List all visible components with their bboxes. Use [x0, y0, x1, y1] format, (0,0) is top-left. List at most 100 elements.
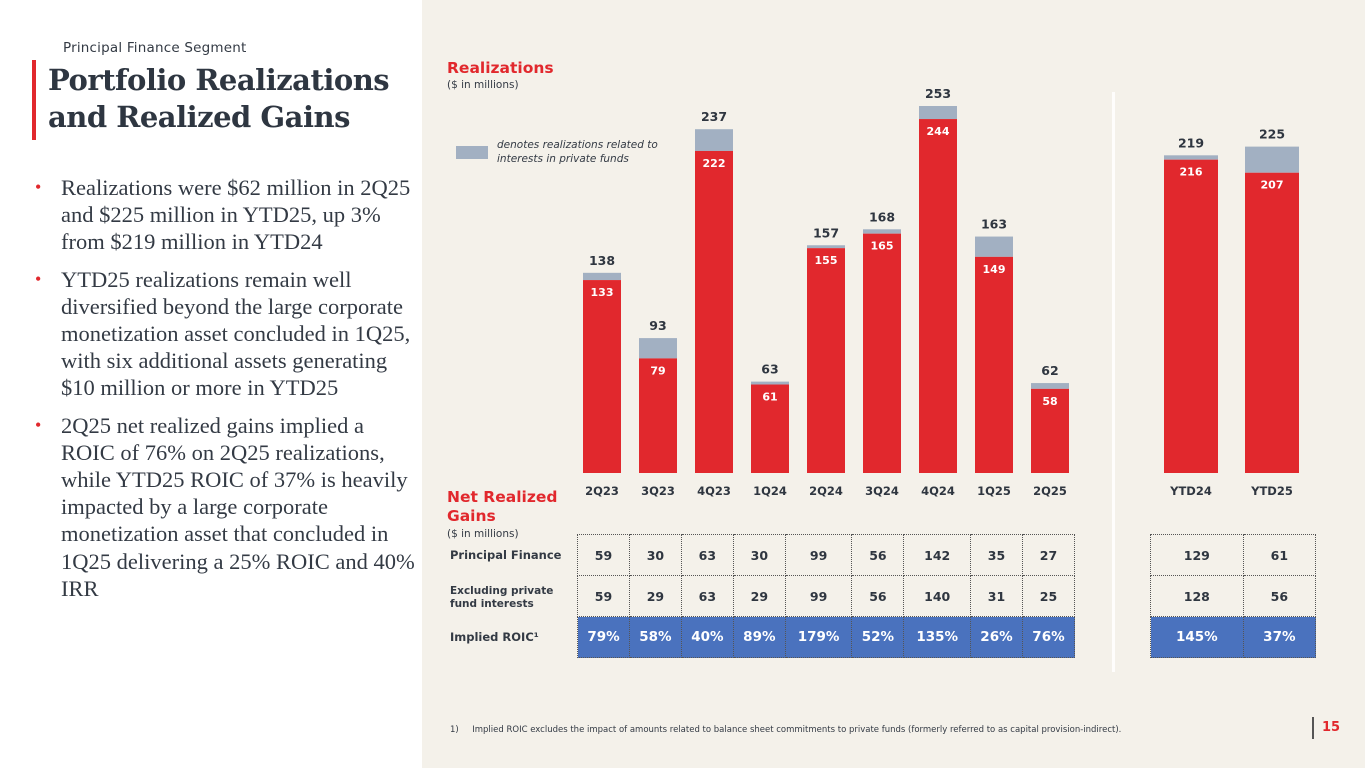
table-cell: 56	[1242, 575, 1317, 617]
core-value-label: 165	[871, 240, 894, 253]
table-row-implied-roic: 145% 37%	[1150, 616, 1317, 658]
table-cell: 59	[577, 575, 630, 617]
x-tick-label: 1Q24	[753, 484, 787, 498]
x-tick-label: 4Q24	[921, 484, 955, 498]
core-value-label: 58	[1042, 395, 1057, 408]
x-tick-label: 1Q25	[977, 484, 1011, 498]
core-value-label: 216	[1180, 166, 1203, 179]
table-cell: 128	[1150, 575, 1244, 617]
bar-core	[751, 384, 789, 473]
table-row-principal-finance: 129 61	[1150, 534, 1317, 576]
realizations-chart: 138 133 2Q23 93 79 3Q23 237 222 4Q23 63 61 1Q24 157 1…	[583, 86, 1299, 498]
core-value-label: 79	[650, 364, 665, 377]
total-label: 225	[1259, 127, 1285, 142]
total-label: 163	[981, 217, 1007, 232]
total-label: 93	[649, 318, 666, 333]
bullet-item: • YTD25 realizations remain well diversif…	[35, 266, 415, 402]
legend-swatch-private-funds	[456, 146, 488, 159]
bar-private-funds	[583, 272, 621, 281]
x-tick-label: 4Q23	[697, 484, 731, 498]
table-cell: 29	[732, 575, 786, 617]
table-row-implied-roic: 79% 58% 40% 89% 179% 52% 135% 26% 76%	[577, 616, 1076, 658]
core-value-label: 207	[1261, 179, 1284, 192]
left-panel	[0, 0, 422, 768]
legend-text: denotes realizations related to interest…	[497, 139, 658, 165]
core-value-label: 155	[815, 254, 838, 267]
title-line-2: and Realized Gains	[48, 100, 350, 134]
core-value-label: 244	[927, 125, 950, 138]
total-label: 63	[761, 362, 778, 377]
bar-core	[583, 280, 621, 473]
bar-private-funds	[1164, 155, 1218, 160]
total-label: 237	[701, 109, 727, 124]
table-cell: 52%	[851, 616, 905, 658]
segment-label: Principal Finance Segment	[63, 40, 247, 56]
bullet-item: • Realizations were $62 million in 2Q25 a…	[35, 174, 415, 256]
table-cell: 30	[628, 534, 682, 576]
core-value-label: 61	[762, 391, 777, 404]
bullet-text: Realizations were $62 million in 2Q25 an…	[61, 175, 411, 255]
table-row-principal-finance: 59 30 63 30 99 56 142 35 27	[577, 534, 1076, 576]
gains-subtitle: ($ in millions)	[447, 528, 519, 540]
table-cell: 99	[784, 575, 853, 617]
gains-table-ytd: 129 61 128 56 145% 37%	[1150, 534, 1317, 658]
table-cell: 145%	[1150, 616, 1244, 658]
bar-private-funds	[751, 381, 789, 385]
table-cell: 140	[903, 575, 971, 617]
x-tick-label: YTD24	[1169, 484, 1212, 498]
table-cell: 135%	[903, 616, 971, 658]
table-cell: 61	[1242, 534, 1317, 576]
gains-title-line-2: Gains	[447, 507, 496, 525]
table-cell: 63	[680, 575, 734, 617]
table-cell: 56	[851, 534, 905, 576]
bar-core	[1164, 159, 1218, 473]
gains-table-quarterly: 59 30 63 30 99 56 142 35 27 59 29 63 29 99 56 140 31 25 79…	[577, 534, 1076, 658]
page-number: 15	[1322, 720, 1341, 735]
table-row-excluding-private: 59 29 63 29 99 56 140 31 25	[577, 575, 1076, 617]
table-cell: 76%	[1021, 616, 1076, 658]
bar-core	[1245, 172, 1299, 473]
realizations-subtitle: ($ in millions)	[447, 79, 519, 91]
core-value-label: 133	[591, 286, 614, 299]
table-cell: 63	[680, 534, 734, 576]
x-tick-label: 3Q24	[865, 484, 899, 498]
table-cell: 56	[851, 575, 905, 617]
bar-core	[807, 248, 845, 473]
row-label-excluding-private: Excluding private fund interests	[450, 585, 554, 610]
table-cell: 40%	[680, 616, 734, 658]
table-cell: 58%	[628, 616, 682, 658]
bar-private-funds	[975, 236, 1013, 257]
bullet-text: YTD25 realizations remain well diversifi…	[61, 266, 411, 401]
table-cell: 37%	[1242, 616, 1317, 658]
table-cell: 89%	[732, 616, 786, 658]
table-cell: 31	[969, 575, 1023, 617]
realizations-title: Realizations	[447, 59, 554, 77]
footnote: 1) Implied ROIC excludes the impact of a…	[450, 725, 1122, 735]
table-cell: 35	[969, 534, 1023, 576]
bar-core	[695, 150, 733, 473]
bullet-list: • Realizations were $62 million in 2Q25 a…	[35, 174, 415, 612]
x-tick-label: 2Q24	[809, 484, 843, 498]
table-cell: 142	[903, 534, 971, 576]
x-tick-label: 2Q23	[585, 484, 619, 498]
bar-private-funds	[695, 129, 733, 151]
table-cell: 99	[784, 534, 853, 576]
table-cell: 30	[732, 534, 786, 576]
page-title: Portfolio Realizations and Realized Gain…	[48, 62, 390, 136]
bar-core	[639, 358, 677, 473]
bar-core	[1031, 388, 1069, 473]
total-label: 253	[925, 86, 951, 101]
bullet-dot-icon: •	[35, 414, 42, 435]
x-tick-label: 2Q25	[1033, 484, 1067, 498]
table-cell: 27	[1021, 534, 1076, 576]
bar-private-funds	[863, 229, 901, 234]
bullet-dot-icon: •	[35, 268, 42, 289]
core-value-label: 222	[703, 157, 726, 170]
table-row-excluding-private: 128 56	[1150, 575, 1317, 617]
bar-private-funds	[807, 245, 845, 249]
bar-private-funds	[919, 106, 957, 120]
total-label: 62	[1041, 363, 1058, 378]
table-cell: 59	[577, 534, 630, 576]
bar-core	[863, 233, 901, 473]
page-number-bar	[1312, 717, 1314, 739]
